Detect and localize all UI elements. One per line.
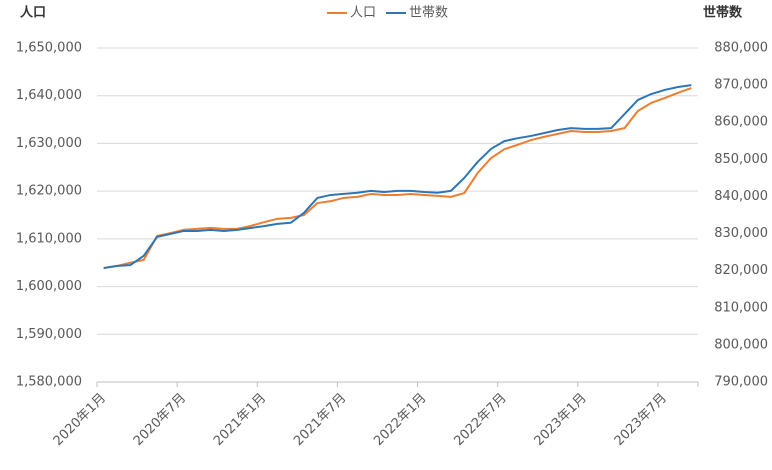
y-tick-label: 1,640,000 [16, 88, 82, 103]
y-axis-title: 人口 [20, 5, 46, 21]
y2-tick-label: 860,000 [714, 115, 768, 130]
x-tick-label: 2020年1月 [51, 391, 109, 449]
y-tick-label: 1,600,000 [16, 279, 82, 294]
x-tick-label: 2023年1月 [532, 391, 590, 449]
y2-tick-label: 800,000 [714, 337, 768, 352]
x-tick-label: 2021年7月 [291, 391, 349, 449]
y2-tick-label: 840,000 [714, 189, 768, 204]
y2-tick-label: 820,000 [714, 263, 768, 278]
line-series [103, 84, 692, 270]
y2-tick-label: 830,000 [714, 226, 768, 241]
y2-axis-title: 世帯数 [703, 5, 743, 21]
x-tick-label: 2022年1月 [371, 391, 429, 449]
x-tick-label: 2021年1月 [211, 391, 269, 449]
y2-tick-label: 870,000 [714, 78, 768, 93]
y-tick-label: 1,610,000 [16, 231, 82, 246]
y-tick-label: 1,590,000 [16, 327, 82, 342]
line-series [103, 87, 692, 269]
y-tick-label: 1,580,000 [16, 375, 82, 390]
y-tick-label: 1,630,000 [16, 136, 82, 151]
y2-tick-label: 810,000 [714, 300, 768, 315]
legend-label: 人口 [350, 6, 376, 21]
legend-label: 世帯数 [409, 6, 448, 21]
y2-tick-label: 790,000 [714, 375, 768, 390]
x-tick-label: 2022年7月 [451, 391, 509, 449]
x-tick-label: 2020年7月 [131, 391, 189, 449]
x-tick-label: 2023年7月 [612, 391, 670, 449]
y-tick-label: 1,620,000 [16, 184, 82, 199]
y2-tick-label: 850,000 [714, 152, 768, 167]
y-tick-label: 1,650,000 [16, 41, 82, 56]
y2-tick-label: 880,000 [714, 41, 768, 56]
